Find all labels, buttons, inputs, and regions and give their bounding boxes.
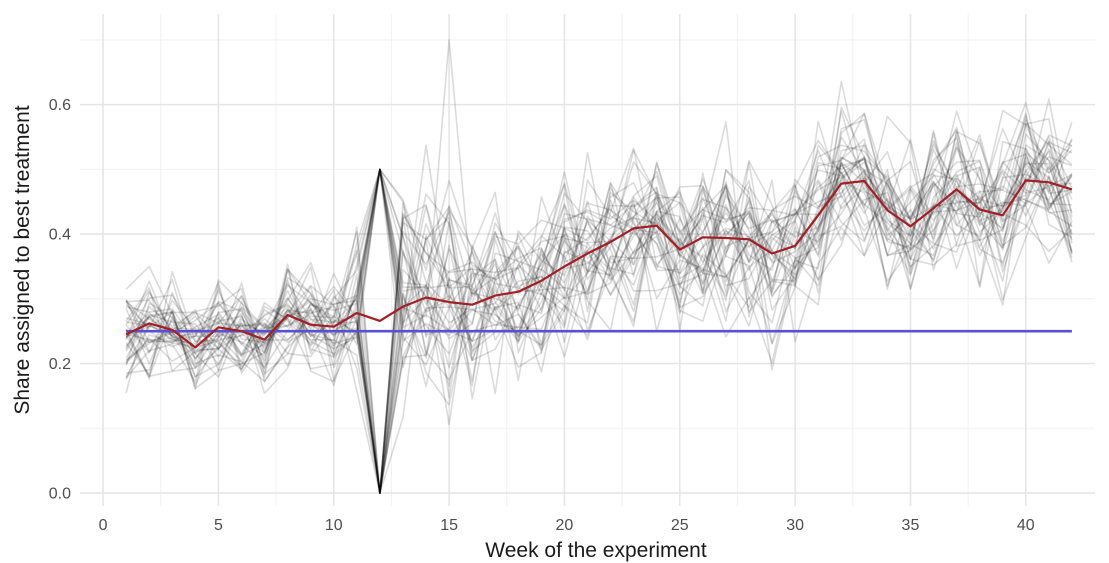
simulation-run-line <box>125 112 1073 364</box>
simulation-run-line <box>125 129 1073 382</box>
minor-gridlines <box>80 14 1095 506</box>
simulation-run-line <box>125 172 1073 494</box>
simulation-run-line <box>125 143 1073 494</box>
simulation-run-line <box>125 132 1073 494</box>
simulation-run-line <box>125 153 1073 494</box>
mean-series-line <box>125 179 1073 349</box>
simulation-run-line <box>125 133 1073 494</box>
x-tick-label: 10 <box>325 517 343 534</box>
simulation-run-line <box>126 128 1073 355</box>
x-axis-title: Week of the experiment <box>485 539 707 562</box>
simulation-run-line <box>125 144 1073 494</box>
simulation-run-line <box>125 140 1072 494</box>
simulation-run-line <box>125 110 1073 494</box>
x-tick-label: 5 <box>214 517 223 534</box>
x-tick-label: 35 <box>902 517 920 534</box>
simulation-run-line <box>125 132 1073 380</box>
x-tick-label: 30 <box>786 517 804 534</box>
simulation-run-line <box>125 120 1073 494</box>
simulation-run-line <box>125 157 1073 383</box>
x-tick-label: 0 <box>99 517 108 534</box>
simulation-runs <box>125 39 1073 494</box>
x-axis-ticks: 0 5 10 15 20 25 30 35 40 <box>99 517 1035 534</box>
simulation-run-line <box>125 80 1073 494</box>
simulation-run-line <box>125 126 1073 369</box>
simulation-run-line <box>125 133 1073 371</box>
simulation-run-line <box>125 109 1073 387</box>
simulation-run-line <box>125 119 1073 494</box>
mean-line <box>125 179 1073 349</box>
y-tick-label: 0.0 <box>49 486 71 503</box>
simulation-run-line <box>125 121 1073 494</box>
simulation-run-line <box>125 110 1073 383</box>
x-tick-label: 20 <box>556 517 574 534</box>
simulation-run-line <box>125 130 1073 390</box>
y-tick-label: 0.4 <box>49 227 71 244</box>
simulation-run-line <box>125 39 1072 395</box>
simulation-run-line <box>125 140 1073 494</box>
simulation-run-line <box>125 148 1073 494</box>
y-axis-title: Share assigned to best treatment <box>11 105 34 415</box>
simulation-run-line <box>125 122 1073 494</box>
x-tick-label: 40 <box>1017 517 1035 534</box>
x-tick-label: 25 <box>671 517 689 534</box>
simulation-run-line <box>125 144 1073 494</box>
y-tick-label: 0.2 <box>49 356 71 373</box>
simulation-run-line <box>125 115 1073 376</box>
x-tick-label: 15 <box>440 517 458 534</box>
simulation-run-line <box>125 98 1073 380</box>
y-axis-ticks: 0.0 0.2 0.4 0.6 <box>49 97 71 502</box>
simulation-run-line <box>125 113 1073 494</box>
y-tick-label: 0.6 <box>49 97 71 114</box>
simulation-run-line <box>125 136 1073 388</box>
major-gridlines <box>80 14 1095 506</box>
simulation-run-line <box>125 102 1073 494</box>
